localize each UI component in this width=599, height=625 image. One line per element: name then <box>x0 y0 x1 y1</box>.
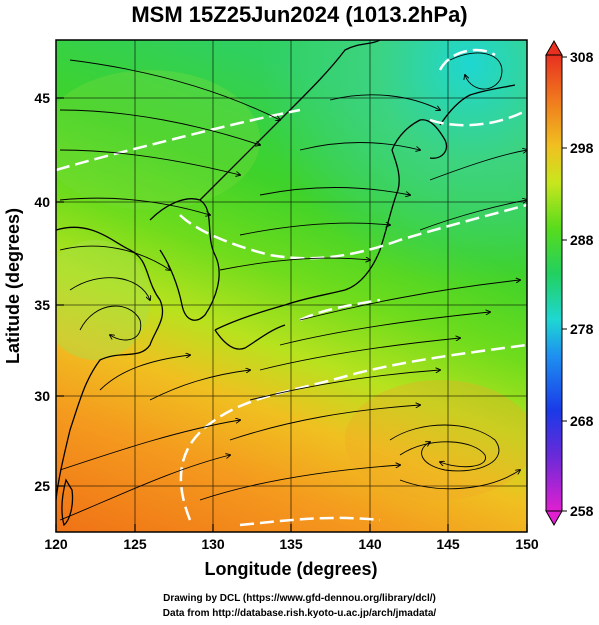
y-tick-label: 25 <box>34 478 50 494</box>
y-tick-label: 35 <box>34 297 50 313</box>
x-tick-label: 150 <box>515 536 539 552</box>
y-tick-label: 30 <box>34 388 50 404</box>
y-tick-label: 40 <box>34 194 50 210</box>
map-title: MSM 15Z25Jun2024 (1013.2hPa) <box>131 2 468 27</box>
colorbar-tick-label: 308 <box>570 49 594 65</box>
grid-lines <box>56 40 527 532</box>
x-tick-label: 135 <box>279 536 303 552</box>
coastlines <box>56 40 516 527</box>
colorbar-tick-label: 278 <box>570 321 594 337</box>
x-tick-label: 120 <box>44 536 68 552</box>
colorbar-tick-label: 288 <box>570 232 594 248</box>
credits: Drawing by DCL (https://www.gfd-dennou.o… <box>0 591 599 621</box>
colorbar-tick-label: 298 <box>570 140 594 156</box>
x-axis: 120 125 130 135 140 145 150 Longitude (d… <box>44 524 539 579</box>
colorbar: 308 298 288 278 268 258 <box>545 39 594 527</box>
colorbar-tick-label: 268 <box>570 413 594 429</box>
credits-line-drawing: Drawing by DCL (https://www.gfd-dennou.o… <box>163 593 436 604</box>
temperature-field <box>56 40 527 532</box>
credits-line-data: Data from http://database.rish.kyoto-u.a… <box>162 608 437 619</box>
colorbar-max-arrow <box>545 39 563 56</box>
x-tick-label: 145 <box>436 536 460 552</box>
x-axis-label: Longitude (degrees) <box>204 559 377 579</box>
y-tick-label: 45 <box>34 90 50 106</box>
colorbar-tick-label: 258 <box>570 503 594 519</box>
colorbar-min-arrow <box>545 510 563 527</box>
x-tick-label: 130 <box>201 536 225 552</box>
x-tick-label: 125 <box>123 536 147 552</box>
y-axis-label: Latitude (degrees) <box>3 208 23 364</box>
y-axis: 25 30 35 40 45 Latitude (degrees) <box>3 90 64 494</box>
x-tick-label: 140 <box>358 536 382 552</box>
wind-streamlines <box>59 52 527 521</box>
